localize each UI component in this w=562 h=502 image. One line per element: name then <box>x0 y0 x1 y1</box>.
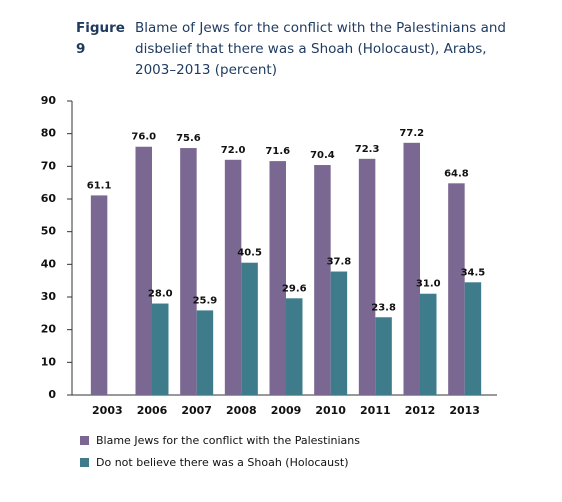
x-tick-label: 2013 <box>449 404 480 417</box>
value-label: 75.6 <box>176 133 201 144</box>
value-label: 70.4 <box>310 150 335 161</box>
y-tick-label: 50 <box>41 225 57 238</box>
x-tick-label: 2003 <box>92 404 123 417</box>
y-tick-label: 60 <box>41 192 57 205</box>
value-label: 29.6 <box>282 283 307 294</box>
y-tick-label: 40 <box>41 257 57 270</box>
bar <box>224 159 242 395</box>
bar <box>375 317 392 395</box>
x-tick-label: 2012 <box>405 404 436 417</box>
x-tick-label: 2006 <box>137 404 168 417</box>
x-tick-label: 2007 <box>181 404 212 417</box>
value-label: 64.8 <box>444 168 469 179</box>
value-label: 71.6 <box>265 146 290 157</box>
bar <box>286 298 303 395</box>
value-label: 34.5 <box>461 267 486 278</box>
value-label: 61.1 <box>87 180 112 191</box>
bar <box>420 293 437 395</box>
bar <box>448 183 465 395</box>
title-block: Figure 9 Blame of Jews for the conflict … <box>76 18 516 81</box>
value-label: 23.8 <box>371 302 396 313</box>
value-label: 77.2 <box>399 128 424 139</box>
y-tick-label: 10 <box>41 355 57 368</box>
bar <box>90 195 108 395</box>
value-label: 40.5 <box>237 248 262 259</box>
legend-swatch <box>80 436 89 445</box>
value-label: 72.3 <box>355 144 380 155</box>
value-label: 25.9 <box>193 295 218 306</box>
bar <box>403 142 420 395</box>
bar <box>330 271 348 395</box>
bar <box>269 161 286 395</box>
bar <box>241 262 258 395</box>
legend-swatch <box>80 458 89 467</box>
bar <box>152 303 169 395</box>
bar <box>358 158 376 395</box>
y-tick-label: 30 <box>41 290 57 303</box>
chart-title: Blame of Jews for the conflict with the … <box>135 20 506 78</box>
x-tick-label: 2009 <box>271 404 302 417</box>
figure-label: Figure 9 <box>76 20 125 57</box>
y-tick-label: 20 <box>41 323 57 336</box>
bar <box>314 165 331 395</box>
y-tick-label: 80 <box>41 127 57 140</box>
y-tick-label: 70 <box>41 159 57 172</box>
y-tick-label: 0 <box>48 388 56 401</box>
legend-label: Do not believe there was a Shoah (Holoca… <box>96 456 348 469</box>
x-tick-label: 2010 <box>315 404 346 417</box>
value-label: 31.0 <box>416 279 441 290</box>
legend-label: Blame Jews for the conflict with the Pal… <box>96 434 360 447</box>
bar <box>180 148 197 395</box>
value-label: 37.8 <box>327 257 352 268</box>
value-label: 72.0 <box>221 145 246 156</box>
bar <box>135 146 152 395</box>
value-label: 76.0 <box>131 132 156 143</box>
bar <box>196 310 214 395</box>
value-label: 28.0 <box>148 289 173 300</box>
x-tick-label: 2008 <box>226 404 257 417</box>
y-tick-label: 90 <box>41 94 57 107</box>
x-tick-label: 2011 <box>360 404 391 417</box>
bar <box>464 282 482 395</box>
